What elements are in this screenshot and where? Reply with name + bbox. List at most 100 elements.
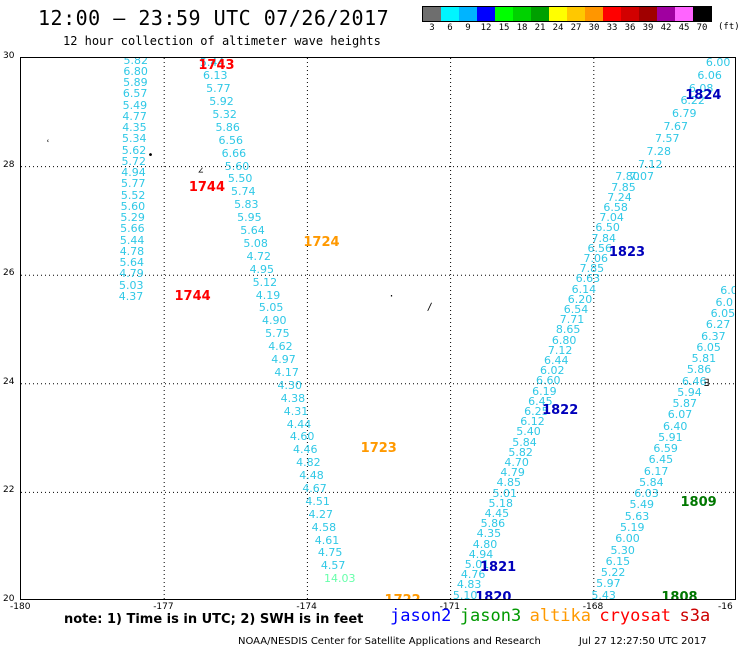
wave-height-value: 14.03: [324, 572, 356, 586]
wave-height-value: 7.71: [559, 313, 585, 327]
pass-time-label: 1808: [661, 590, 698, 600]
wave-height-value: 5.72: [121, 154, 147, 168]
pass-time-label: 1822: [542, 402, 579, 418]
wave-height-value: 6.79: [671, 107, 697, 121]
latitude-tick-label: 20: [3, 594, 15, 604]
wave-height-value: 5.95: [237, 211, 262, 225]
wave-height-value: 5.49: [122, 98, 148, 112]
wave-height-value: 6.66: [221, 146, 247, 160]
wave-height-value: 5.87: [672, 397, 697, 411]
island-marker: ∠: [197, 166, 204, 178]
wave-height-value: 4.62: [268, 340, 293, 354]
color-swatch-label: 27: [570, 23, 582, 33]
wave-height-value: 5.43: [591, 588, 616, 600]
wave-height-value: 4.70: [504, 455, 529, 469]
wave-height-value: 5.91: [658, 430, 683, 444]
wave-height-value: 4.45: [484, 506, 510, 520]
legend-item-jason2: jason2: [390, 606, 452, 626]
wave-height-value: 4.57: [320, 559, 346, 573]
page-title: 12:00 — 23:59 UTC 07/26/2017: [38, 6, 390, 30]
map-plot-area[interactable]: 5.82 6.80 5.89 6.57 5.49 4.77 4.35 5.34 5.62 5.72…: [20, 57, 736, 600]
wave-height-value: 5.89: [123, 76, 148, 90]
color-swatch-label: 15: [498, 23, 510, 33]
wave-height-value: 7.12: [547, 343, 573, 357]
longitude-tick-label: -174: [296, 602, 317, 612]
wave-height-value: 4.94: [468, 547, 494, 561]
pass-time-label: 1821: [480, 560, 517, 576]
color-swatch: [693, 7, 711, 21]
color-swatch: [603, 7, 621, 21]
latitude-tick-label: 22: [3, 485, 15, 496]
wave-height-value: 6.00: [615, 532, 640, 546]
wave-height-value: 4.17: [274, 365, 299, 379]
wave-height-value: 6.13: [203, 69, 228, 83]
wave-height-value: 6.46: [682, 374, 707, 388]
color-swatch: [459, 7, 477, 21]
wave-height-value: 5.44: [199, 57, 225, 70]
pass-time-label: 1820: [475, 590, 512, 600]
wave-height-value: 4.77: [122, 109, 147, 123]
wave-height-value: 5.19: [619, 520, 645, 534]
wave-height-value: 6.27: [705, 318, 731, 332]
wave-height-value: 4.35: [476, 527, 502, 541]
island-marker: ∕: [426, 301, 433, 313]
wave-height-value: 8.65: [555, 323, 581, 337]
wave-height-value: 6.57: [122, 87, 148, 101]
wave-height-value: 7.12: [638, 157, 663, 171]
pass-time-label: 1723: [360, 440, 397, 456]
color-swatch-label: 33: [606, 23, 618, 33]
color-swatch: [585, 7, 603, 21]
wave-height-value: 5.60: [120, 199, 146, 213]
wave-height-value: 6.17: [643, 464, 669, 478]
pass-time-label: 1724: [303, 234, 340, 250]
color-swatch: [513, 7, 531, 21]
wave-height-value: 4.19: [255, 288, 281, 302]
pass-time-label: 1744: [188, 180, 226, 196]
wave-height-value: 6.63: [575, 272, 601, 286]
legend-item-cryosat: cryosat: [599, 606, 672, 626]
wave-height-value: 5.64: [119, 256, 144, 270]
wave-height-value: 4.44: [286, 417, 312, 431]
color-swatch: [549, 7, 567, 21]
wave-height-value: 5.60: [224, 159, 250, 173]
longitude-tick-label: -168: [582, 602, 604, 612]
latitude-tick-label: 30: [3, 51, 15, 61]
wave-height-value: 5.84: [639, 475, 664, 489]
island-marker: ∃: [703, 377, 710, 389]
wave-height-value: 6.45: [648, 453, 674, 467]
wave-height-value: 4.90: [261, 314, 287, 328]
wave-height-value: 4.95: [249, 262, 275, 276]
color-swatch-label: 42: [660, 23, 672, 33]
wave-height-value: 5.86: [480, 517, 506, 531]
wave-height-value: 4.79: [119, 267, 144, 281]
longitude-tick-label: -171: [439, 602, 461, 612]
wave-height-value: 4.31: [283, 404, 309, 418]
wave-height-value: 6.0: [720, 284, 736, 298]
color-swatch-label: 24: [552, 23, 564, 33]
wave-height-value: 6.02: [540, 364, 565, 378]
color-swatch: [639, 7, 657, 21]
wave-height-value: 7.06: [583, 252, 609, 266]
color-swatch: [441, 7, 459, 21]
wave-height-value: 5.50: [227, 172, 253, 186]
wave-height-value: 5.75: [265, 327, 290, 341]
wave-height-value: 5.32: [212, 108, 237, 121]
color-swatch: [531, 7, 549, 21]
color-swatch-label: 9: [465, 23, 471, 33]
wave-height-value: 5.08: [243, 236, 268, 250]
color-swatch-label: 18: [516, 23, 528, 33]
color-swatch-label: 3: [429, 23, 435, 33]
wave-height-value: 4.82: [296, 456, 321, 470]
wave-height-value: 4.35: [122, 121, 147, 135]
wave-height-value: 5.44: [119, 233, 145, 247]
latitude-tick-label: 26: [3, 268, 15, 279]
wave-height-value: 5.82: [123, 57, 149, 67]
wave-height-value: 4.80: [472, 537, 498, 551]
wave-height-value: 4.75: [317, 546, 343, 560]
wave-height-value: 5.49: [629, 498, 655, 512]
wave-height-value: 6.58: [603, 201, 628, 215]
wave-height-value: 4.94: [121, 166, 146, 180]
wave-height-value: 5.52: [120, 188, 146, 202]
wave-height-value: 6.50: [595, 221, 620, 235]
wave-height-value: 6.25: [524, 405, 549, 418]
